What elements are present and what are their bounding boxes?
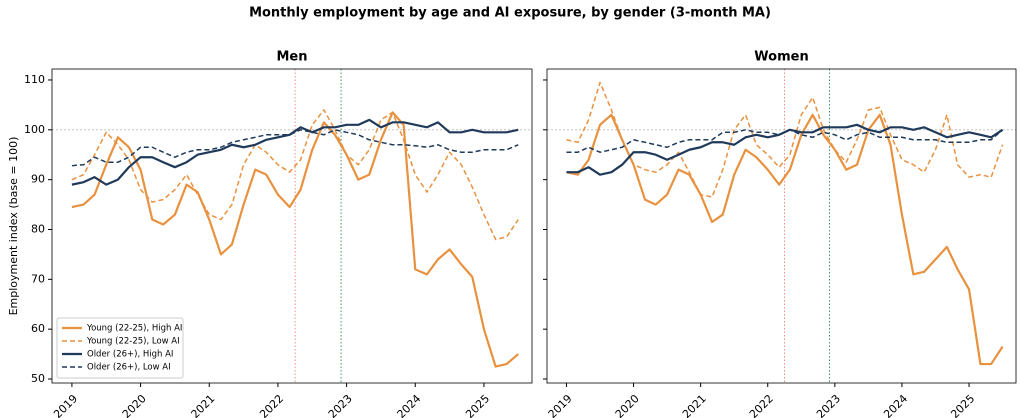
series-line (566, 113, 1004, 366)
legend-box (56, 317, 184, 379)
legend-label: Older (26+), High AI (87, 350, 173, 360)
legend-label: Young (22-25), Low AI (86, 337, 180, 347)
x-tick-label: 2020 (120, 392, 149, 418)
series-line (71, 129, 519, 167)
y-tick-label: 90 (31, 173, 45, 186)
series-line (566, 81, 1004, 198)
y-tick-label: 80 (31, 222, 45, 235)
y-tick-label: 70 (31, 272, 45, 285)
series-line (71, 118, 519, 186)
x-tick-label: 2021 (680, 392, 709, 418)
y-tick-label: 50 (31, 372, 45, 385)
legend-label: Older (26+), Low AI (87, 363, 171, 373)
x-tick-label: 2021 (189, 392, 218, 418)
x-tick-label: 2023 (326, 392, 355, 418)
x-tick-label: 2019 (546, 392, 575, 418)
x-tick-label: 2022 (257, 392, 286, 418)
y-tick-label: 110 (24, 73, 45, 86)
series-line (71, 109, 519, 241)
x-tick-label: 2020 (613, 392, 642, 418)
series-line (566, 129, 1004, 153)
x-tick-label: 2025 (463, 392, 492, 418)
y-axis-label: Employment index (base = 100) (7, 137, 20, 316)
x-tick-label: 2024 (881, 392, 910, 418)
x-tick-label: 2025 (948, 392, 977, 418)
panel-title: Men (276, 50, 307, 65)
plot-frame (546, 68, 1017, 384)
x-tick-label: 2023 (814, 392, 843, 418)
y-tick-label: 100 (24, 123, 45, 136)
x-tick-label: 2022 (747, 392, 776, 418)
legend-label: Young (22-25), High AI (86, 324, 182, 334)
panel-title: Women (754, 50, 808, 65)
y-tick-label: 60 (31, 322, 45, 335)
plot-frame (51, 68, 533, 384)
series-line (71, 111, 519, 368)
figure-title: Monthly employment by age and AI exposur… (249, 6, 771, 21)
x-tick-label: 2024 (395, 392, 424, 418)
x-tick-label: 2019 (51, 392, 80, 418)
